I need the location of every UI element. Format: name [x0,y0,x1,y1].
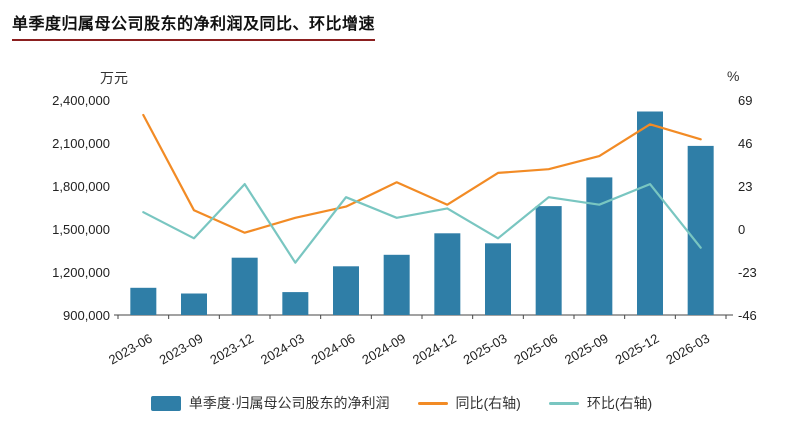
legend-label-net-profit: 单季度·归属母公司股东的净利润 [188,395,390,411]
x-axis-label: 2025-09 [562,331,611,368]
x-axis-label: 2023-09 [157,331,206,368]
bar [383,254,410,315]
x-axis-label: 2025-06 [511,331,560,368]
x-axis-label: 2023-12 [207,331,256,368]
legend-item-qoq[interactable]: 环比(右轴) [548,393,653,413]
legend-item-yoy[interactable]: 同比(右轴) [417,393,521,413]
legend-item-net-profit[interactable]: 单季度·归属母公司股东的净利润 [150,393,390,413]
x-axis-label: 2024-06 [309,331,358,368]
right-axis-unit: % [727,68,740,84]
x-axis-label: 2024-12 [410,331,459,368]
left-axis-unit: 万元 [100,70,128,86]
right-axis-tick-label: 23 [738,179,752,194]
right-axis-tick-label: 69 [738,93,752,108]
x-axis-label: 2024-03 [258,331,307,368]
bar [687,145,714,315]
legend-label-yoy: 同比(右轴) [455,395,521,411]
page-title: 单季度归属母公司股东的净利润及同比、环比增速 [12,10,376,41]
bar [282,292,309,315]
left-axis-tick-label: 2,100,000 [52,136,110,151]
legend-label-qoq: 环比(右轴) [586,395,653,411]
right-axis-tick-label: -46 [738,308,757,323]
x-axis-label: 2023-06 [106,331,155,368]
left-axis-tick-label: 900,000 [63,308,110,323]
bar [586,177,613,315]
right-axis-tick-label: -23 [738,265,757,280]
x-axis-label: 2025-12 [613,331,662,368]
x-axis-label: 2025-03 [461,331,510,368]
bar [333,266,359,315]
left-axis-tick-label: 1,200,000 [52,265,110,280]
left-axis-tick-label: 1,800,000 [52,179,110,194]
bar-legend-marker [150,395,181,411]
left-axis-tick-label: 2,400,000 [52,93,110,108]
x-axis-label: 2026-03 [663,331,712,368]
x-axis-label: 2024-09 [359,331,408,368]
bar [485,243,511,315]
bar [181,293,207,315]
bar [637,111,663,315]
bar [535,206,562,315]
bar [130,287,157,315]
right-axis-tick-label: 0 [738,222,745,237]
qoq-line-legend-marker [548,401,579,405]
left-axis-tick-label: 1,500,000 [52,222,110,237]
yoy-line [142,113,702,234]
bar [434,233,461,315]
chart-legend: 单季度·归属母公司股东的净利润 同比(右轴) 环比(右轴) [0,393,803,413]
yoy-line-legend-marker [417,401,448,405]
bar [231,257,258,315]
right-axis-tick-label: 46 [738,136,752,151]
qoq-line [142,183,702,264]
